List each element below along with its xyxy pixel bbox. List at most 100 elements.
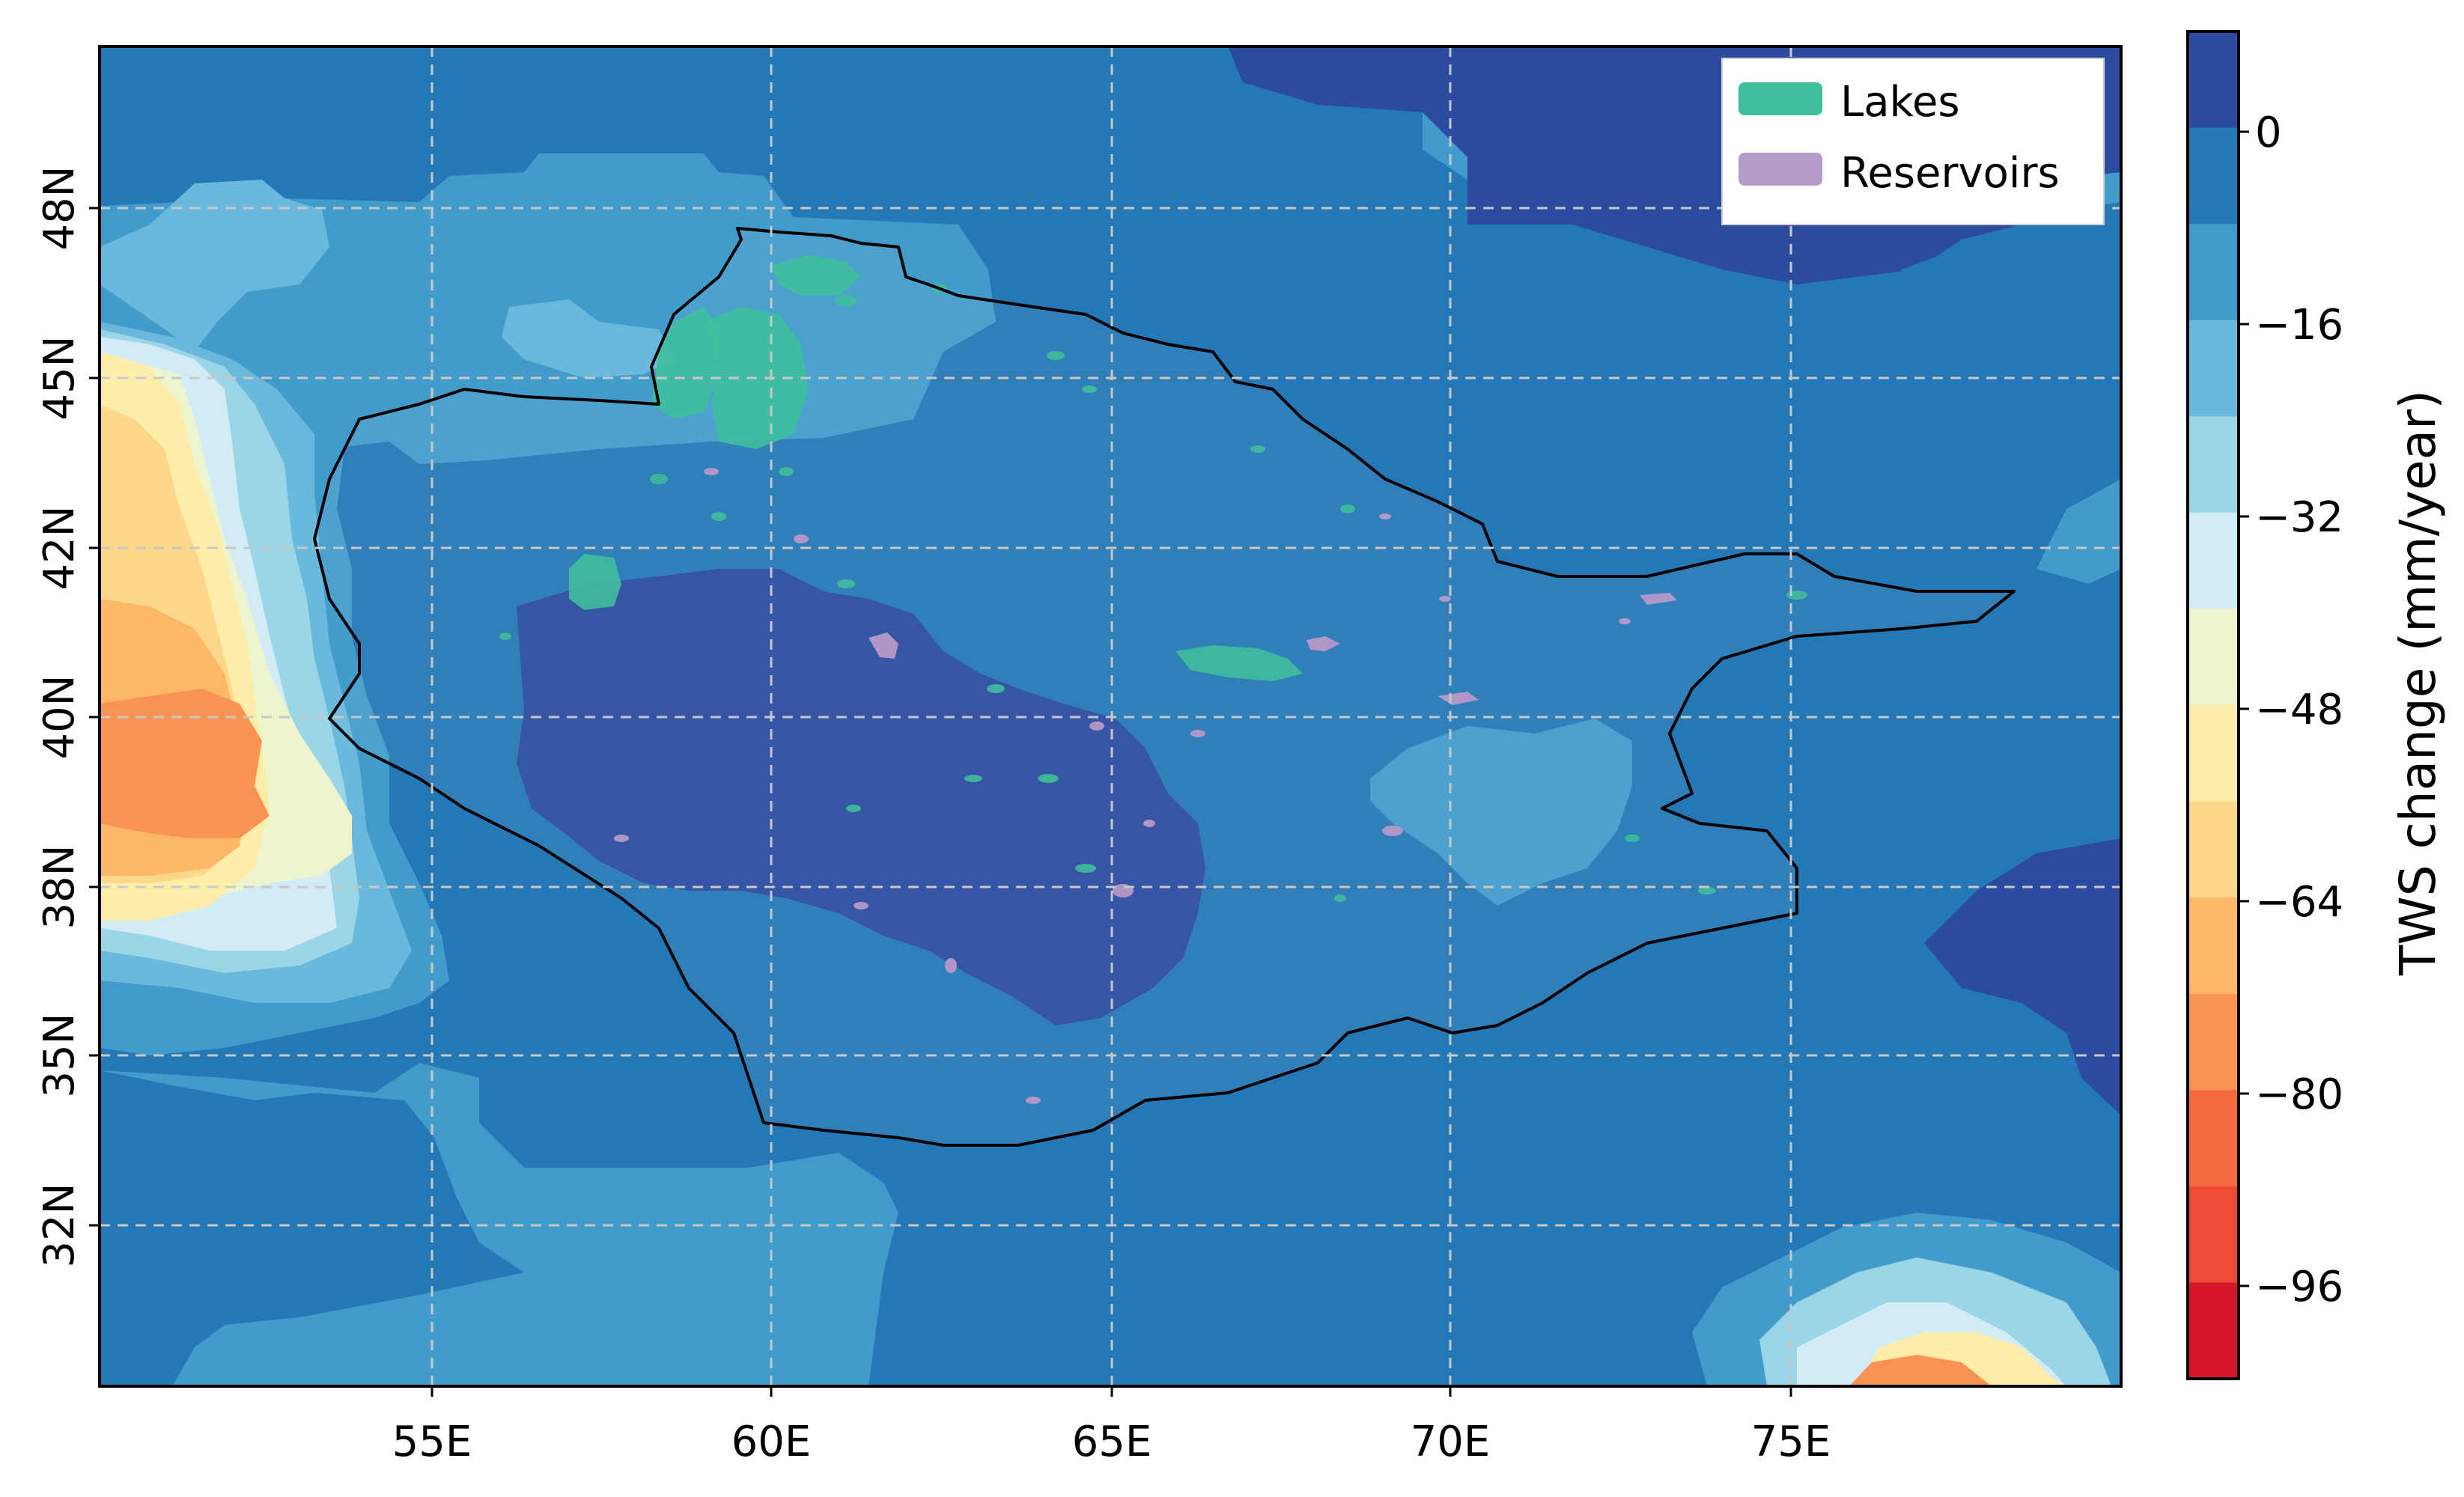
x-tick-marks (431, 1386, 1792, 1397)
colorbar-tick-label: −64 (2255, 878, 2343, 927)
reservoir-13 (945, 958, 957, 973)
colorbar-segment (2188, 512, 2239, 609)
colorbar-segment (2188, 705, 2239, 802)
x-axis-labels: 55E 60E 65E 70E 75E (392, 1418, 1831, 1466)
lake-small-7 (650, 474, 668, 484)
reservoir-17 (1439, 596, 1451, 602)
tws-field-sw-blue (100, 1070, 524, 1386)
tws-field-north-light-2 (502, 299, 674, 378)
colorbar-segment (2188, 801, 2239, 898)
colorbar-tick-labels: 0 −16 −32 −48 −64 −80 −96 (2255, 109, 2343, 1311)
tws-field-se-orange (1849, 1355, 1992, 1386)
colorbar-segments (2188, 31, 2239, 1379)
map-panel (100, 46, 2121, 1386)
lake-small-1 (836, 295, 857, 307)
colorbar-segment (2188, 1282, 2239, 1379)
reservoir-18 (1619, 618, 1631, 624)
lake-small-4 (1082, 385, 1097, 393)
colorbar-segment (2188, 31, 2239, 129)
colorbar-tick-label: −32 (2255, 493, 2343, 542)
reservoir-3 (1640, 593, 1677, 605)
colorbar-tick-label: −96 (2255, 1263, 2343, 1311)
y-tick-label: 45N (35, 335, 84, 420)
colorbar-title: TWS change (mm/year) (2389, 390, 2447, 976)
colorbar-tick-label: −16 (2255, 301, 2343, 350)
tws-field-east-mid (2036, 479, 2121, 584)
reservoir-11 (1143, 820, 1155, 827)
x-tick-label: 55E (392, 1418, 472, 1466)
y-tick-label: 35N (35, 1013, 84, 1097)
reservoir-15 (1026, 1097, 1041, 1104)
x-tick-label: 70E (1411, 1418, 1491, 1466)
lake-small-10 (837, 579, 855, 588)
reservoir-4 (1438, 692, 1479, 705)
colorbar-segment (2188, 1186, 2239, 1283)
reservoir-14 (614, 835, 629, 842)
colorbar-segment (2188, 1090, 2239, 1187)
basin-boundary (313, 227, 2016, 1147)
reservoirs-layer (614, 468, 1677, 1104)
y-tick-label: 38N (35, 844, 84, 929)
y-tick-label: 40N (35, 674, 84, 759)
lake-small-13 (964, 775, 982, 782)
y-axis-labels: 48N 45N 42N 40N 38N 35N 32N (35, 165, 84, 1267)
reservoir-8 (704, 468, 719, 475)
legend-lakes-label: Lakes (1840, 78, 1960, 126)
tws-field-west-orange (100, 689, 270, 838)
lake-small-19 (1334, 894, 1346, 902)
tws-field-center-deep (517, 569, 1205, 1025)
reservoir-7 (794, 534, 809, 543)
lake-small-17 (1698, 887, 1716, 894)
colorbar-frame (2186, 30, 2240, 1380)
tws-field-ne-blue-patch (1467, 225, 2022, 329)
lake-aral-north (771, 254, 861, 296)
reservoir-10 (1382, 826, 1403, 836)
lake-small-6 (1340, 504, 1355, 513)
lake-small-3 (1047, 351, 1065, 360)
colorbar-tick-label: −80 (2255, 1070, 2343, 1119)
x-tick-label: 60E (731, 1418, 812, 1466)
lake-small-15 (846, 805, 861, 812)
legend-reservoirs-label: Reservoirs (1840, 149, 2060, 198)
y-tick-label: 32N (35, 1183, 84, 1267)
reservoir-12 (854, 902, 869, 909)
colorbar-segment (2188, 897, 2239, 995)
x-tick-label: 75E (1751, 1418, 1831, 1466)
lake-small-18 (1786, 591, 1807, 600)
lake-small-16 (1625, 835, 1640, 842)
colorbar: 0 −16 −32 −48 −64 −80 −96 TWS change (mm… (2186, 30, 2447, 1380)
y-tick-label: 48N (35, 165, 84, 250)
lake-small-14 (1075, 864, 1096, 873)
reservoir-2 (1306, 636, 1340, 651)
legend-lakes-swatch (1739, 82, 1822, 115)
lake-small-11 (987, 684, 1005, 693)
colorbar-segment (2188, 416, 2239, 513)
colorbar-segment (2188, 993, 2239, 1091)
tws-field-east-deep (1924, 838, 2121, 1115)
reservoir-9 (1190, 730, 1205, 737)
x-tick-label: 65E (1072, 1418, 1152, 1466)
reservoir-16 (1379, 513, 1391, 519)
colorbar-segment (2188, 609, 2239, 706)
tws-field-basin-east-mid (1370, 719, 1632, 906)
basin-shading (314, 228, 2014, 1145)
colorbar-tick-label: 0 (2255, 109, 2282, 157)
colorbar-ticks (2239, 130, 2249, 1287)
lake-small-8 (711, 512, 726, 521)
reservoir-1 (869, 632, 898, 659)
lake-small-9 (779, 467, 794, 476)
lake-aral-west (651, 307, 719, 419)
colorbar-segment (2188, 224, 2239, 321)
colorbar-segment (2188, 127, 2239, 225)
lake-small-12 (1038, 774, 1059, 783)
lake-sarygamysh (569, 554, 621, 610)
y-tick-marks (89, 207, 100, 1227)
lake-aydar (1175, 645, 1303, 681)
gridlines (100, 46, 2121, 1386)
y-tick-label: 42N (35, 505, 84, 590)
colorbar-tick-label: −48 (2255, 686, 2343, 734)
lake-small-5 (1250, 445, 1265, 453)
reservoir-6 (1089, 722, 1104, 731)
legend-reservoirs-swatch (1739, 153, 1822, 186)
